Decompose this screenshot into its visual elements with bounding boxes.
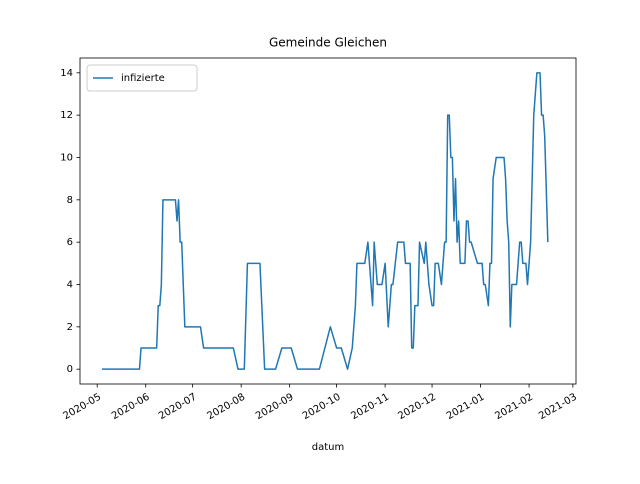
legend-label: infizierte bbox=[121, 73, 165, 84]
y-tick-label: 4 bbox=[67, 280, 73, 291]
plot-area bbox=[101, 72, 549, 370]
y-tick-label: 12 bbox=[60, 110, 73, 121]
y-tick-label: 8 bbox=[67, 195, 73, 206]
axes-frame bbox=[79, 57, 577, 385]
y-tick-label: 0 bbox=[67, 364, 73, 375]
series-line bbox=[101, 72, 549, 370]
x-axis-label: datum bbox=[312, 442, 344, 453]
chart-title: Gemeinde Gleichen bbox=[269, 36, 387, 50]
y-tick-label: 2 bbox=[67, 322, 73, 333]
y-tick-label: 6 bbox=[67, 237, 73, 248]
legend-box bbox=[86, 64, 198, 92]
y-tick-label: 14 bbox=[60, 68, 73, 79]
y-tick-label: 10 bbox=[60, 152, 73, 163]
